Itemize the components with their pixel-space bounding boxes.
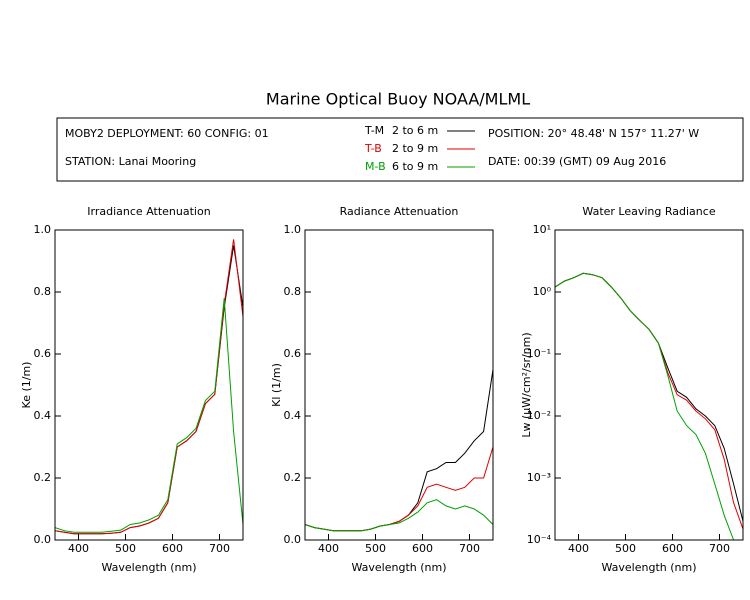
y-tick-label: 0.4 <box>34 409 52 422</box>
y-tick-label: 0.2 <box>34 471 52 484</box>
x-tick-label: 500 <box>615 542 636 555</box>
x-tick-label: 700 <box>459 542 480 555</box>
y-tick-label: 10⁰ <box>533 285 552 298</box>
plot-frame <box>54 229 244 541</box>
x-axis-label: Wavelength (nm) <box>601 561 696 574</box>
legend-depth: 6 to 9 m <box>392 160 438 173</box>
y-tick-label: 10⁻¹ <box>527 347 551 360</box>
y-tick-label: 0.0 <box>284 533 302 546</box>
plot-frame <box>554 229 744 541</box>
series-line <box>305 369 493 532</box>
y-axis-label: Ke (1/m) <box>20 362 33 409</box>
y-tick-label: 0.8 <box>34 285 52 298</box>
x-tick-label: 600 <box>162 542 183 555</box>
x-tick-label: 700 <box>709 542 730 555</box>
legend-name: T-B <box>364 142 382 155</box>
x-tick-label: 600 <box>662 542 683 555</box>
y-tick-label: 0.6 <box>34 347 52 360</box>
y-tick-label: 10⁻² <box>527 409 551 422</box>
x-tick-label: 500 <box>115 542 136 555</box>
y-tick-label: 0.4 <box>284 409 302 422</box>
series-line <box>305 446 493 532</box>
series-line <box>305 499 493 532</box>
y-tick-label: 0.6 <box>284 347 302 360</box>
series-line <box>555 272 743 530</box>
x-tick-label: 400 <box>68 542 89 555</box>
x-tick-label: 500 <box>365 542 386 555</box>
page-title: Marine Optical Buoy NOAA/MLML <box>266 90 530 109</box>
y-axis-label: Kl (1/m) <box>270 363 283 407</box>
y-tick-label: 10¹ <box>533 223 551 236</box>
x-tick-label: 400 <box>318 542 339 555</box>
position: POSITION: 20° 48.48' N 157° 11.27' W <box>488 127 699 140</box>
chart-title: Irradiance Attenuation <box>87 205 210 218</box>
x-axis-label: Wavelength (nm) <box>101 561 196 574</box>
x-tick-label: 400 <box>568 542 589 555</box>
x-tick-label: 700 <box>209 542 230 555</box>
legend-depth: 2 to 6 m <box>392 124 438 137</box>
y-tick-label: 1.0 <box>34 223 52 236</box>
series-line <box>55 239 243 535</box>
station: STATION: Lanai Mooring <box>65 155 196 168</box>
chart-title: Radiance Attenuation <box>340 205 459 218</box>
x-axis-label: Wavelength (nm) <box>351 561 446 574</box>
series-line <box>55 298 243 533</box>
legend-name: T-M <box>364 124 384 137</box>
chart-title: Water Leaving Radiance <box>582 205 715 218</box>
series-line <box>555 272 735 540</box>
y-tick-label: 0.8 <box>284 285 302 298</box>
y-tick-label: 0.0 <box>34 533 52 546</box>
legend-depth: 2 to 9 m <box>392 142 438 155</box>
y-tick-label: 0.2 <box>284 471 302 484</box>
x-tick-label: 600 <box>412 542 433 555</box>
y-tick-label: 1.0 <box>284 223 302 236</box>
legend-name: M-B <box>365 160 386 173</box>
y-axis-label: Lw (µW/cm²/sr/nm) <box>520 332 533 437</box>
date: DATE: 00:39 (GMT) 09 Aug 2016 <box>488 155 666 168</box>
plot-frame <box>304 229 494 541</box>
y-tick-label: 10⁻⁴ <box>527 533 552 546</box>
info-box <box>56 117 744 182</box>
deployment: MOBY2 DEPLOYMENT: 60 CONFIG: 01 <box>65 127 269 140</box>
y-tick-label: 10⁻³ <box>527 471 551 484</box>
